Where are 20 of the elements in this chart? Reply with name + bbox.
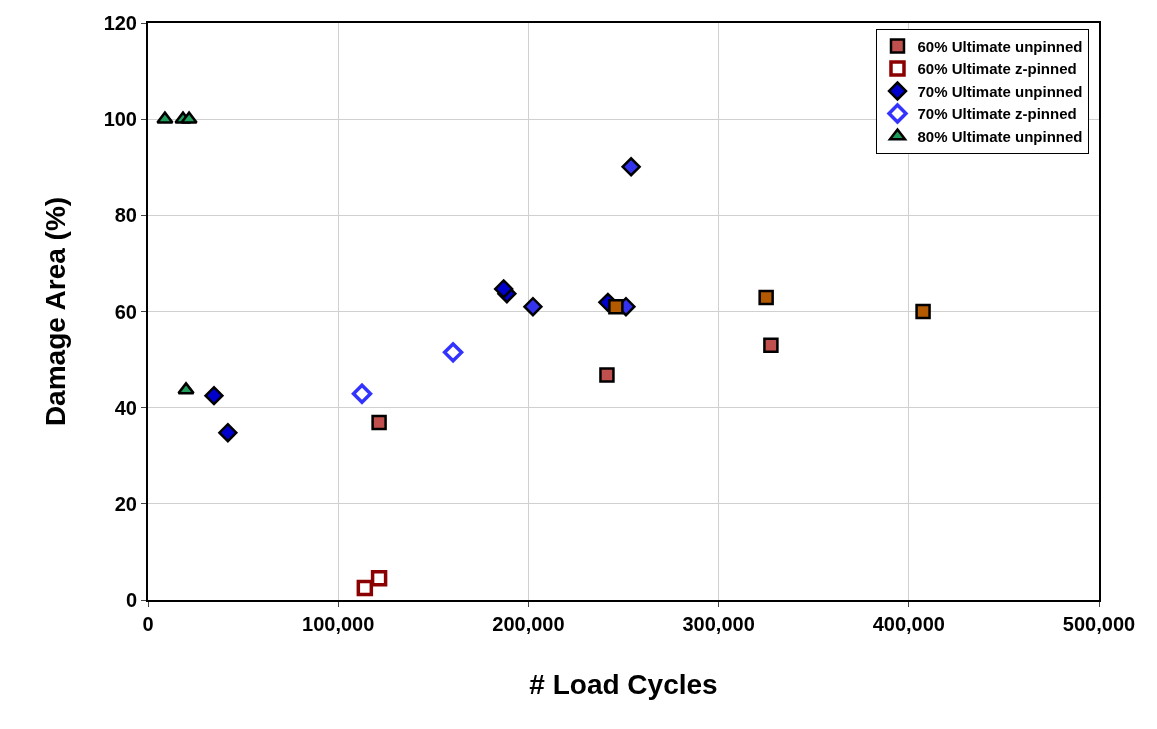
y-tick-label: 0 xyxy=(125,589,137,611)
x-tick-label: 300,000 xyxy=(682,613,755,635)
x-tick-label: 400,000 xyxy=(872,613,945,635)
y-tick-label: 100 xyxy=(103,108,137,131)
y-tick-label: 80 xyxy=(114,204,137,227)
x-tick-label: 0 xyxy=(142,613,154,635)
x-tick-label: 200,000 xyxy=(492,613,565,635)
y-tick-label: 20 xyxy=(114,492,137,515)
y-axis-title: Damage Area (%) xyxy=(39,196,71,427)
y-tick-label: 40 xyxy=(114,396,137,419)
y-tick-label: 120 xyxy=(103,12,137,34)
legend-label: 60% Ultimate z-pinned xyxy=(917,60,1077,78)
legend-label: 80% Ultimate unpinned xyxy=(917,127,1083,145)
x-tick-label: 100,000 xyxy=(302,613,375,635)
x-tick-label: 500,000 xyxy=(1062,613,1136,635)
y-tick-label: 60 xyxy=(114,300,137,323)
legend-label: 60% Ultimate unpinned xyxy=(917,37,1083,55)
legend-label: 70% Ultimate unpinned xyxy=(917,82,1083,100)
x-axis-title: # Load Cycles xyxy=(529,668,718,700)
legend-label: 70% Ultimate z-pinned xyxy=(917,105,1077,123)
